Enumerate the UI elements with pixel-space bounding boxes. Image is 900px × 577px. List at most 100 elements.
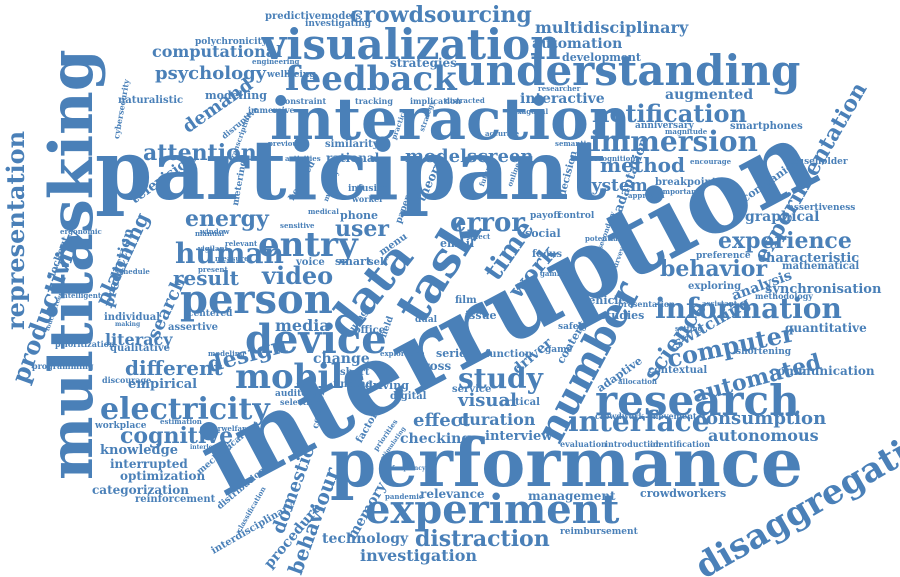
word: mathematical [782,261,860,272]
word: result [173,266,239,290]
word: study [458,362,543,395]
word: video [262,261,334,290]
word: visualization [262,20,561,69]
word: semantic [555,139,591,148]
word: development [562,51,642,64]
word: office [354,325,386,336]
word: control [558,211,595,221]
word: series [436,347,473,360]
word: measure [215,254,249,263]
word: intelligent [60,291,102,300]
word: reimbursement [560,527,638,537]
word: knowledge [100,443,178,458]
word: management [528,489,616,503]
word: methodology [755,291,813,301]
word: optimization [120,469,206,483]
word: modelling [205,89,267,102]
word: research [595,376,800,425]
word: media [275,316,330,335]
word: breakpoint [655,177,717,188]
word: graphical [745,209,820,225]
word: reinforcement [135,494,216,505]
word: medical [308,207,339,216]
word: social [525,227,561,240]
word: augmented [665,87,754,103]
word: characteristic [758,251,860,266]
word: representation [1,130,30,330]
word: affect [468,232,491,241]
word: making [115,321,141,328]
word: interlocking [190,444,232,451]
word: auditory [275,389,318,399]
word: change [313,351,370,367]
word: system [582,176,648,196]
word: assistant [702,299,738,308]
word: categorization [92,483,189,497]
word: ergonomic [60,227,102,236]
word: potential [585,234,621,243]
word: similarity [325,139,379,150]
word: safety [558,322,588,332]
word: game [545,345,573,355]
word: modeling [208,349,245,358]
word: shortening [736,347,792,357]
word: wellbeing [267,70,316,80]
word: setting [675,324,703,333]
word: mobile [235,357,365,397]
word: approach [628,191,665,200]
word: identification [650,439,711,449]
word: function [485,349,533,360]
word: introduction [605,439,662,449]
word: encourage [690,157,732,166]
word: recognition [590,154,636,163]
word: dual [415,315,438,325]
word: important [660,187,700,196]
word: present [198,265,228,274]
word: distracted [445,96,485,105]
word: interview [485,429,553,444]
word: person [180,276,333,323]
word: researcher [538,84,581,93]
word: duration [458,410,536,429]
word: user [335,216,389,242]
word: service [452,384,492,395]
word: prioritization [55,339,115,349]
word: phone [340,209,379,222]
word: tracking [355,96,393,106]
word: predictivemodels [265,11,362,22]
word: pandemic [385,492,424,501]
word: investigating [305,19,372,29]
word: activities [285,154,321,163]
word: quantitative [785,321,867,335]
word: email [440,237,475,250]
word: experience [718,228,852,254]
word: effect [413,410,470,431]
word: immersive [248,105,295,115]
word: exploring [688,281,742,292]
word: manual [195,229,225,238]
word: hexagonal [508,107,549,116]
word: interrupted [110,457,188,471]
word: entry [258,225,358,265]
word: feedback [285,59,457,99]
word: critical [500,397,540,408]
word: smart [335,255,371,268]
word: vigilant [198,244,228,253]
word: exploration [380,349,425,358]
word: checking [400,431,472,447]
word: constraint [280,96,327,106]
word: schedule [115,267,150,276]
word: presentation [618,299,676,309]
word: attention [143,140,257,166]
word: individual [104,312,161,323]
word: film [455,295,477,306]
word: immersion [590,125,758,158]
word: interaction [270,85,632,153]
word: interactive [520,91,605,107]
word: modelscreen [405,146,534,167]
word: frequency [392,465,426,472]
word: literacy [105,330,173,349]
word: relevant [225,239,258,248]
word: driving [365,379,409,392]
